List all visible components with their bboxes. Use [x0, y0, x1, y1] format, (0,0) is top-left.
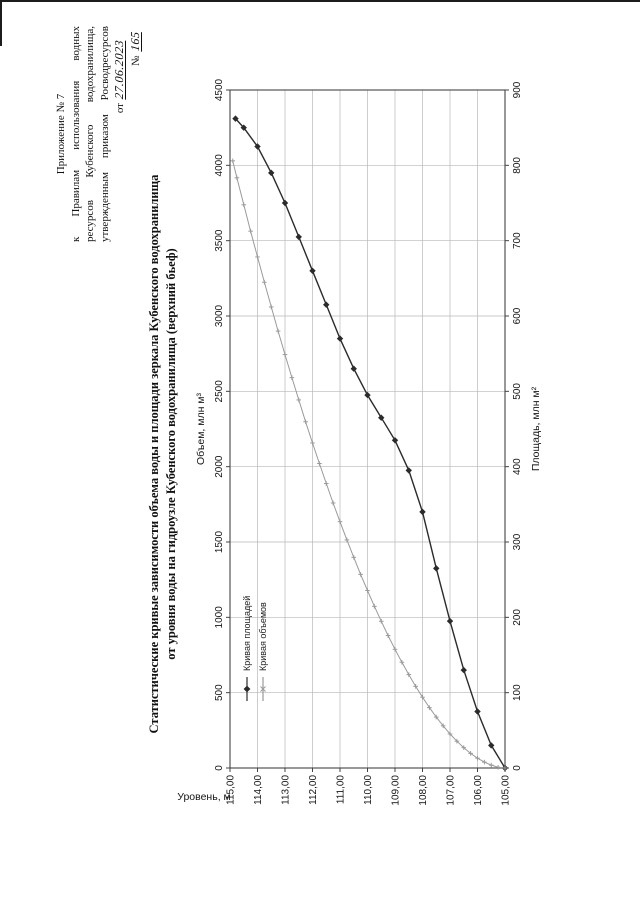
area-tick-label: 700 [512, 232, 523, 249]
area-tick-label: 500 [512, 383, 523, 400]
area-tick-label: 800 [512, 157, 523, 174]
level-tick-label: 105,00 [501, 775, 512, 806]
level-tick-label: 115,00 [226, 775, 237, 805]
legend-label: Кривая объемов [258, 602, 268, 671]
level-tick-label: 111,00 [336, 775, 347, 805]
series-area [232, 115, 509, 772]
volume-tick-label: 1000 [214, 606, 225, 629]
level-tick-label: 110,00 [363, 775, 374, 805]
area-tick-label: 300 [512, 533, 523, 550]
series-volume [230, 158, 508, 771]
area-tick-label: 200 [512, 609, 523, 626]
level-tick-label: 109,00 [391, 775, 402, 806]
legend-label: Кривая площадей [242, 596, 252, 671]
area-tick-label: 600 [512, 307, 523, 324]
area-tick-label: 400 [512, 458, 523, 475]
axis-tick-labels: 0 500 1000 1500 2000 2500 3000 3500 4000 4500 0 100… [214, 78, 523, 805]
volume-tick-label: 0 [214, 765, 225, 771]
volume-tick-label: 2500 [214, 380, 225, 403]
area-tick-label: 100 [512, 684, 523, 701]
gridlines [230, 90, 505, 768]
level-tick-label: 112,00 [308, 775, 319, 805]
volume-tick-label: 1500 [214, 530, 225, 553]
legend-diamond-icon [243, 685, 251, 693]
volume-tick-label: 3000 [214, 304, 225, 327]
level-tick-label: 106,00 [473, 775, 484, 806]
area-tick-label: 0 [512, 765, 523, 771]
level-tick-label: 107,00 [446, 775, 457, 806]
volume-tick-label: 2000 [214, 455, 225, 478]
volume-tick-label: 4000 [214, 154, 225, 177]
volume-tick-label: 4500 [214, 78, 225, 101]
chart-legend: Кривая площадей Кривая объемов [242, 596, 268, 701]
area-tick-label: 900 [512, 81, 523, 98]
level-tick-label: 113,00 [281, 775, 292, 805]
level-tick-label: 108,00 [418, 775, 429, 806]
volume-tick-label: 500 [214, 684, 225, 701]
volume-tick-label: 3500 [214, 229, 225, 252]
level-tick-label: 114,00 [253, 775, 264, 805]
